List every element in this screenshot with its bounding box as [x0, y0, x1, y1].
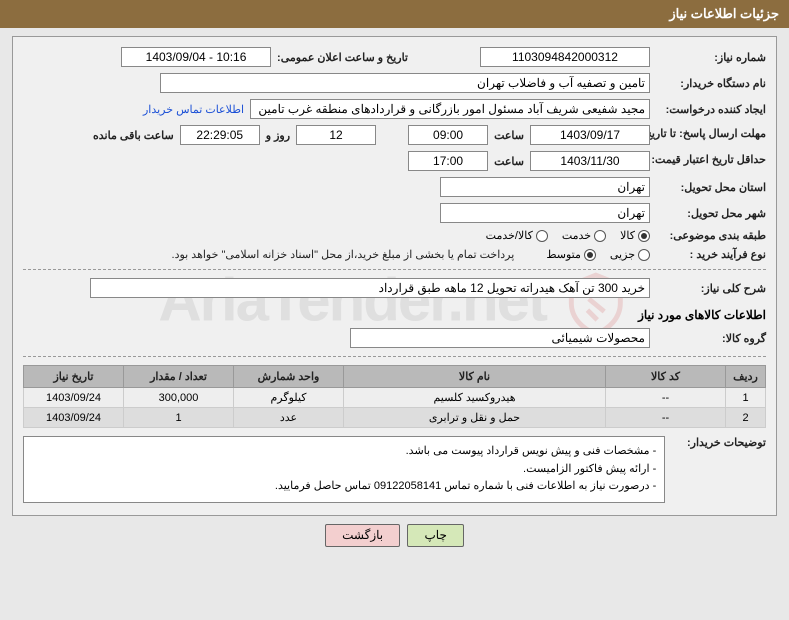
buyer-contact-link[interactable]: اطلاعات تماس خریدار	[143, 103, 244, 116]
days-and-label: روز و	[266, 129, 290, 142]
print-button[interactable]: چاپ	[407, 524, 463, 547]
table-row: 1--هیدروکسید کلسیمکیلوگرم300,0001403/09/…	[24, 388, 766, 408]
summary-label: شرح کلی نیاز:	[656, 282, 766, 295]
panel-title: جزئیات اطلاعات نیاز	[669, 6, 779, 21]
need-number-label: شماره نیاز:	[656, 51, 766, 64]
radio-goods-label: کالا	[620, 229, 635, 242]
city-label: شهر محل تحویل:	[656, 207, 766, 220]
buyer-note-line: - ارائه پیش فاکتور الزامیست.	[32, 461, 656, 479]
goods-info-title: اطلاعات کالاهای مورد نیاز	[23, 308, 766, 322]
time-label-1: ساعت	[494, 129, 524, 142]
table-row: 2--حمل و نقل و ترابریعدد11403/09/24	[24, 408, 766, 428]
cell-code: --	[606, 388, 726, 408]
remaining-time	[180, 125, 260, 145]
cell-date: 1403/09/24	[24, 408, 124, 428]
button-bar: چاپ بازگشت	[0, 516, 789, 555]
radio-icon	[638, 230, 650, 242]
cell-qty: 1	[124, 408, 234, 428]
cell-code: --	[606, 408, 726, 428]
remaining-label: ساعت باقی مانده	[93, 129, 174, 142]
requester-label: ایجاد کننده درخواست:	[656, 103, 766, 116]
validity-time	[408, 151, 488, 171]
radio-icon	[584, 249, 596, 261]
cell-idx: 1	[726, 388, 766, 408]
process-radio-group: جزیی متوسط	[546, 248, 650, 261]
th-qty: تعداد / مقدار	[124, 366, 234, 388]
cell-unit: عدد	[234, 408, 344, 428]
radio-icon	[536, 230, 548, 242]
goods-group-label: گروه کالا:	[656, 332, 766, 345]
th-row: ردیف	[726, 366, 766, 388]
announce-datetime-label: تاریخ و ساعت اعلان عمومی:	[277, 51, 408, 64]
radio-service-label: خدمت	[562, 229, 591, 242]
radio-icon	[594, 230, 606, 242]
goods-group-field	[350, 328, 650, 348]
buyer-note-line: - درصورت نیاز به اطلاعات فنی با شماره تم…	[32, 478, 656, 496]
buyer-notes-box: - مشخصات فنی و پیش نویس قرارداد پیوست می…	[23, 436, 665, 503]
items-table: ردیف کد کالا نام کالا واحد شمارش تعداد /…	[23, 365, 766, 428]
cell-date: 1403/09/24	[24, 388, 124, 408]
buyer-note-line: - مشخصات فنی و پیش نویس قرارداد پیوست می…	[32, 443, 656, 461]
cell-unit: کیلوگرم	[234, 388, 344, 408]
org-name-field	[160, 73, 650, 93]
cell-idx: 2	[726, 408, 766, 428]
reply-deadline-date	[530, 125, 650, 145]
org-name-label: نام دستگاه خریدار:	[656, 77, 766, 90]
radio-goods[interactable]: کالا	[620, 229, 650, 242]
validity-date	[530, 151, 650, 171]
category-radio-group: کالا خدمت کالا/خدمت	[486, 229, 650, 242]
th-name: نام کالا	[344, 366, 606, 388]
announce-datetime-field	[121, 47, 271, 67]
reply-deadline-label: مهلت ارسال پاسخ: تا تاریخ:	[656, 128, 766, 141]
radio-medium[interactable]: متوسط	[546, 248, 596, 261]
requester-field	[250, 99, 650, 119]
th-unit: واحد شمارش	[234, 366, 344, 388]
radio-icon	[638, 249, 650, 261]
time-label-2: ساعت	[494, 155, 524, 168]
summary-field	[90, 278, 650, 298]
days-value	[296, 125, 376, 145]
process-type-label: نوع فرآیند خرید :	[656, 248, 766, 261]
category-label: طبقه بندی موضوعی:	[656, 229, 766, 242]
radio-goods-service-label: کالا/خدمت	[486, 229, 533, 242]
cell-qty: 300,000	[124, 388, 234, 408]
need-number-field	[480, 47, 650, 67]
radio-small-label: جزیی	[610, 248, 635, 261]
radio-service[interactable]: خدمت	[562, 229, 606, 242]
th-code: کد کالا	[606, 366, 726, 388]
back-button[interactable]: بازگشت	[325, 524, 400, 547]
panel-header: جزئیات اطلاعات نیاز	[0, 0, 789, 28]
main-panel: شماره نیاز: تاریخ و ساعت اعلان عمومی: نا…	[12, 36, 777, 516]
cell-name: حمل و نقل و ترابری	[344, 408, 606, 428]
validity-label: حداقل تاریخ اعتبار قیمت: تا تاریخ:	[656, 154, 766, 167]
buyer-notes-label: توضیحات خریدار:	[671, 436, 766, 449]
reply-deadline-time	[408, 125, 488, 145]
province-field	[440, 177, 650, 197]
radio-goods-service[interactable]: کالا/خدمت	[486, 229, 548, 242]
payment-note: پرداخت تمام یا بخشی از مبلغ خرید،از محل …	[172, 248, 515, 261]
th-date: تاریخ نیاز	[24, 366, 124, 388]
radio-medium-label: متوسط	[546, 248, 581, 261]
radio-small[interactable]: جزیی	[610, 248, 650, 261]
city-field	[440, 203, 650, 223]
cell-name: هیدروکسید کلسیم	[344, 388, 606, 408]
province-label: استان محل تحویل:	[656, 181, 766, 194]
